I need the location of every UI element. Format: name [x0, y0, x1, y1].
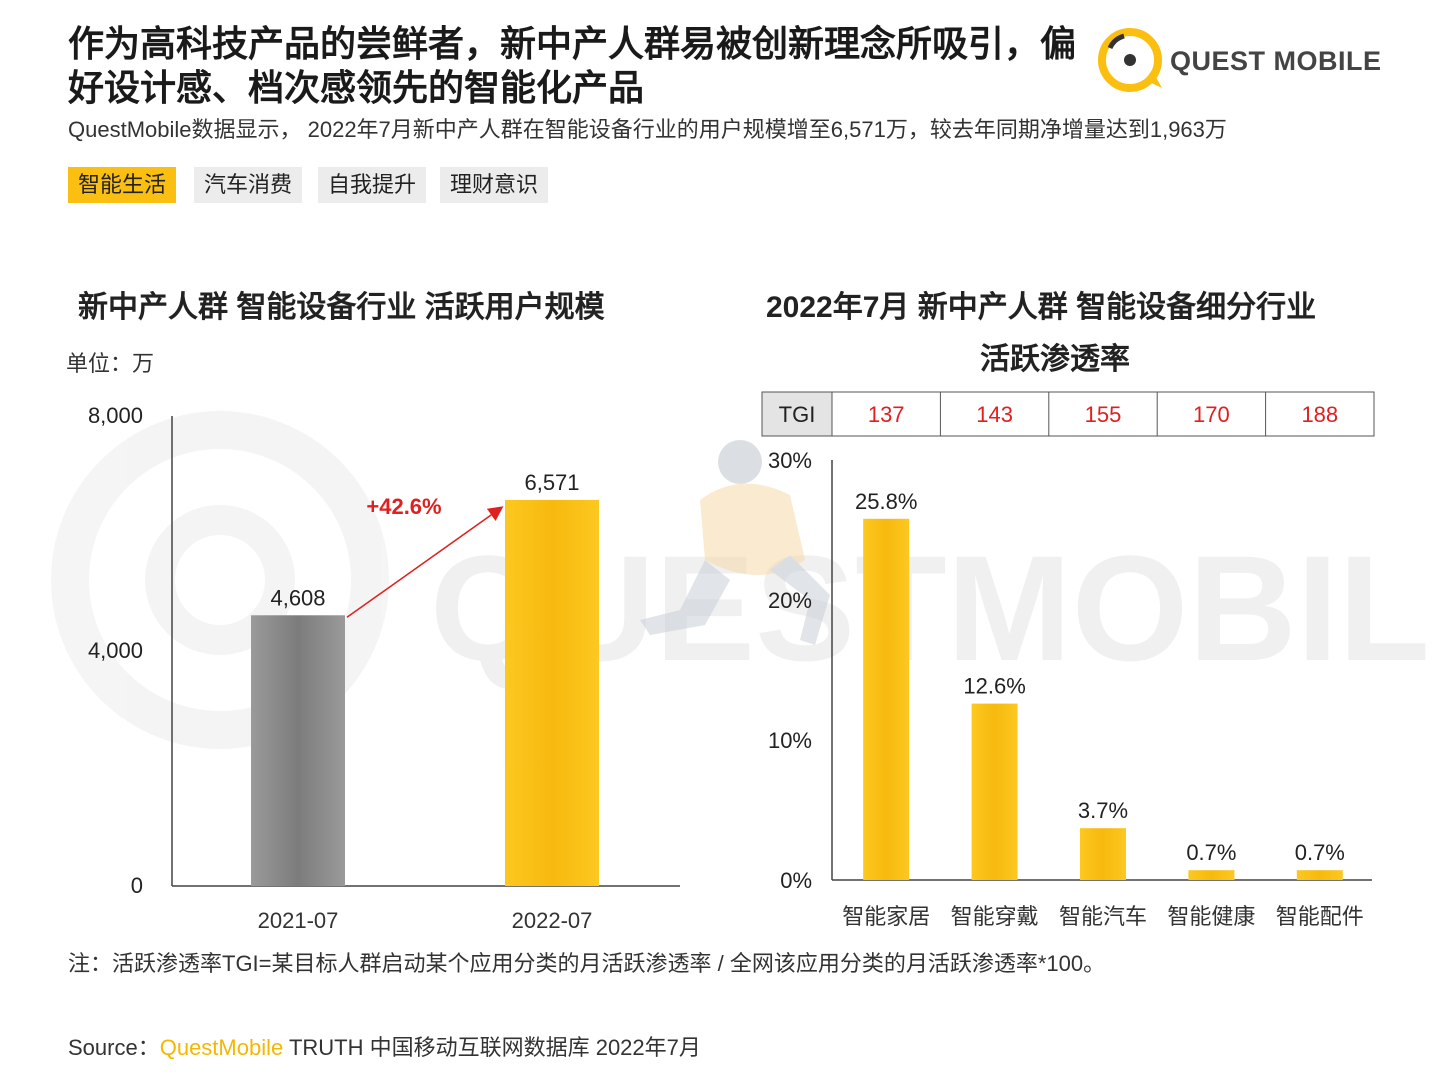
page-title: 作为高科技产品的尝鲜者，新中产人群易被创新理念所吸引，偏好设计感、档次感领先的智…	[68, 23, 1077, 108]
tgi-value: 143	[976, 402, 1013, 427]
tgi-header-cell	[761, 391, 833, 437]
right-bar	[1188, 870, 1235, 880]
right-bar-value-label: 12.6%	[963, 674, 1025, 699]
source-prefix: Source：	[68, 1035, 160, 1060]
right-y-tick-label: 10%	[768, 728, 812, 753]
right-bar	[863, 518, 910, 880]
subtitle: QuestMobile数据显示， 2022年7月新中产人群在智能设备行业的用户规…	[68, 117, 1227, 142]
tab-smart-life[interactable]: 智能生活	[68, 167, 177, 203]
source-brand: QuestMobile	[159, 1035, 284, 1060]
footnote: 注：活跃渗透率TGI=某目标人群启动某个应用分类的月活跃渗透率 / 全网该应用分…	[68, 951, 1106, 976]
right-y-tick-label: 20%	[768, 588, 812, 613]
left-bar	[251, 615, 345, 886]
right-bar	[1080, 828, 1126, 880]
person-illustration	[640, 440, 830, 645]
right-bar-value-label: 3.7%	[1078, 798, 1128, 823]
right-x-tick-label: 智能配件	[1276, 904, 1364, 929]
right-bar-value-label: 0.7%	[1186, 840, 1236, 865]
tgi-value: 137	[868, 402, 905, 427]
tab-car-consumption[interactable]: 汽车消费	[194, 167, 303, 203]
left-bar-value-label: 6,571	[524, 470, 579, 495]
questmobile-logo	[1098, 28, 1162, 92]
tgi-value: 170	[1193, 402, 1230, 427]
tgi-value: 188	[1301, 402, 1338, 427]
left-y-tick-label: 4,000	[88, 638, 143, 663]
right-bar	[1296, 870, 1343, 880]
tab-self-improvement[interactable]: 自我提升	[318, 167, 427, 203]
right-x-tick-label: 智能健康	[1167, 904, 1255, 929]
right-chart-title-line2: 活跃渗透率	[980, 343, 1130, 376]
source-rest: TRUTH 中国移动互联网数据库 2022年7月	[283, 1035, 701, 1060]
source-line: Source：QuestMobile TRUTH 中国移动互联网数据库 2022…	[68, 1030, 701, 1062]
right-x-tick-label: 智能汽车	[1059, 904, 1147, 929]
left-bar-value-label: 4,608	[270, 585, 325, 610]
left-bar-chart: 0 4,000 8,000 4,608 2021-07 6,571 2022-07 +42.6…	[88, 403, 680, 933]
left-x-tick-label: 2021-07	[258, 908, 339, 933]
growth-arrow	[346, 506, 504, 618]
tgi-header-label: TGI	[779, 402, 816, 427]
left-x-tick-label: 2022-07	[512, 908, 593, 933]
logo-text: QUEST MOBILE	[1170, 46, 1382, 76]
left-y-tick-label: 8,000	[88, 403, 143, 428]
left-bar	[505, 499, 599, 886]
right-bar-chart: 0% 10% 20% 30% TGI 137 143 155 170 188 25.8% 智能家居 12…	[761, 391, 1375, 929]
right-x-tick-label: 智能家居	[842, 904, 930, 929]
left-chart-title: 新中产人群 智能设备行业 活跃用户规模	[78, 291, 605, 324]
right-bar	[971, 703, 1018, 880]
unit-label: 单位：万	[66, 351, 155, 376]
tab-finance-awareness[interactable]: 理财意识	[440, 167, 549, 203]
right-bar-value-label: 25.8%	[855, 489, 917, 514]
right-chart-title-line1: 2022年7月 新中产人群 智能设备细分行业	[766, 291, 1317, 324]
tgi-table	[761, 391, 1375, 437]
right-bar-value-label: 0.7%	[1295, 840, 1345, 865]
right-x-tick-label: 智能穿戴	[951, 904, 1039, 929]
tgi-value: 155	[1085, 402, 1122, 427]
right-y-tick-label: 30%	[768, 448, 812, 473]
right-y-tick-label: 0%	[780, 868, 812, 893]
left-y-tick-label: 0	[131, 873, 143, 898]
growth-label: +42.6%	[366, 494, 441, 519]
